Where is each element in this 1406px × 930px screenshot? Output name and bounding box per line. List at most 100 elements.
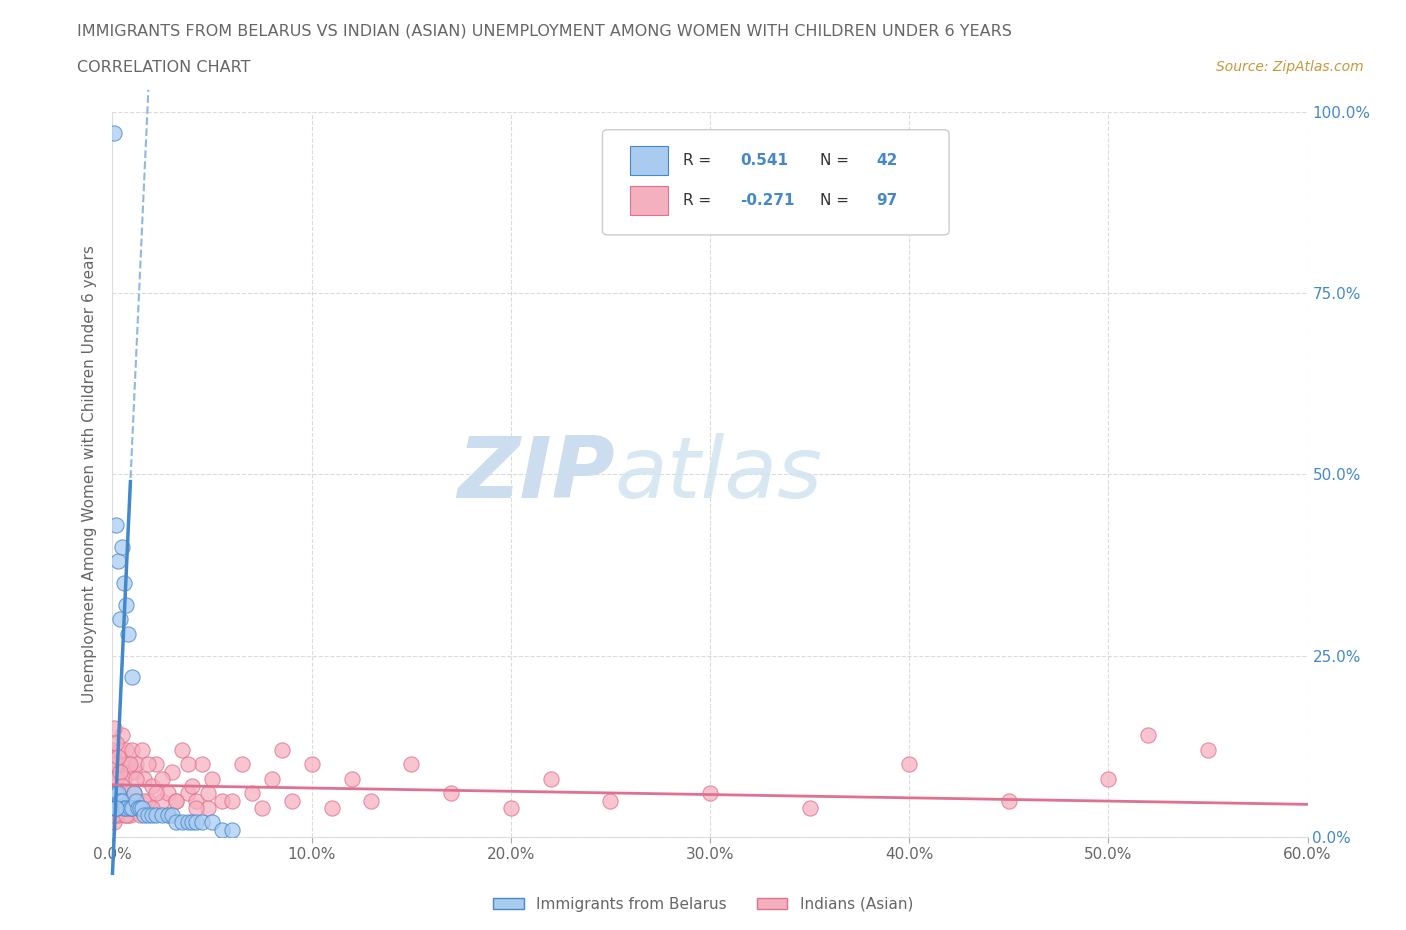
Point (134, 808, 156, 823)
Point (120, 757, 142, 772)
Point (105, 736, 128, 751)
Point (141, 778, 163, 793)
Point (201, 772, 224, 787)
Text: -0.271: -0.271 (740, 193, 794, 207)
Point (110, 742, 132, 757)
Point (162, 764, 183, 779)
Point (103, 721, 125, 736)
Point (1197, 742, 1219, 757)
Text: 42: 42 (876, 153, 897, 168)
Point (110, 764, 132, 779)
Point (998, 793, 1021, 808)
Point (1137, 728, 1160, 743)
Point (105, 786, 128, 801)
Point (103, 786, 125, 801)
Point (107, 750, 129, 764)
Point (191, 815, 214, 830)
Point (165, 815, 187, 830)
Point (121, 670, 143, 684)
Point (121, 801, 143, 816)
Point (103, 801, 125, 816)
Point (103, 772, 125, 787)
Point (129, 801, 152, 816)
Y-axis label: Unemployment Among Women with Children Under 6 years: Unemployment Among Women with Children U… (82, 246, 97, 703)
Point (191, 757, 214, 772)
Point (107, 554, 129, 569)
Point (157, 808, 180, 823)
FancyBboxPatch shape (630, 146, 668, 176)
Point (141, 801, 163, 816)
Point (440, 786, 463, 801)
Point (105, 801, 128, 816)
Point (186, 815, 208, 830)
Point (138, 793, 160, 808)
Point (301, 757, 323, 772)
Text: R =: R = (682, 193, 716, 207)
Point (150, 808, 173, 823)
Legend: Immigrants from Belarus, Indians (Asian): Immigrants from Belarus, Indians (Asian) (486, 891, 920, 918)
Point (124, 786, 146, 801)
Point (599, 793, 621, 808)
Point (110, 612, 132, 627)
Point (105, 757, 128, 772)
Text: CORRELATION CHART: CORRELATION CHART (77, 60, 250, 75)
Point (157, 786, 180, 801)
Point (177, 786, 200, 801)
FancyBboxPatch shape (630, 186, 668, 215)
Point (110, 801, 132, 816)
Point (799, 801, 821, 816)
Point (103, 786, 125, 801)
Point (540, 772, 562, 787)
Point (125, 793, 148, 808)
Point (221, 793, 243, 808)
Point (165, 793, 187, 808)
Point (131, 742, 153, 757)
Text: ZIP: ZIP (457, 432, 614, 516)
Point (114, 772, 135, 787)
Point (231, 757, 253, 772)
Point (114, 801, 135, 816)
Point (121, 801, 143, 816)
Point (321, 801, 343, 816)
Point (117, 757, 139, 772)
Point (110, 793, 132, 808)
Point (129, 808, 152, 823)
Point (115, 742, 138, 757)
Point (165, 793, 187, 808)
Point (177, 815, 200, 830)
Point (105, 801, 128, 816)
Text: N =: N = (820, 153, 853, 168)
Point (105, 786, 128, 801)
Point (111, 786, 134, 801)
Point (240, 786, 263, 801)
Text: atlas: atlas (614, 432, 823, 516)
Point (1097, 772, 1119, 787)
Point (125, 757, 148, 772)
Point (120, 801, 142, 816)
Point (114, 757, 135, 772)
Point (131, 801, 153, 816)
Point (115, 808, 138, 823)
FancyBboxPatch shape (603, 130, 949, 235)
Point (172, 742, 194, 757)
Point (150, 793, 173, 808)
Point (105, 757, 128, 772)
Point (111, 778, 134, 793)
Point (401, 757, 423, 772)
Point (120, 808, 142, 823)
Point (103, 778, 125, 793)
Point (172, 815, 194, 830)
Point (115, 801, 138, 816)
Point (105, 801, 128, 816)
Point (107, 764, 129, 779)
Text: N =: N = (820, 193, 853, 207)
Point (201, 815, 224, 830)
Point (110, 801, 132, 816)
Point (120, 764, 142, 779)
Point (157, 808, 180, 823)
Point (181, 778, 204, 793)
Point (138, 808, 160, 823)
Point (107, 801, 129, 816)
Point (111, 539, 134, 554)
Point (121, 801, 143, 816)
